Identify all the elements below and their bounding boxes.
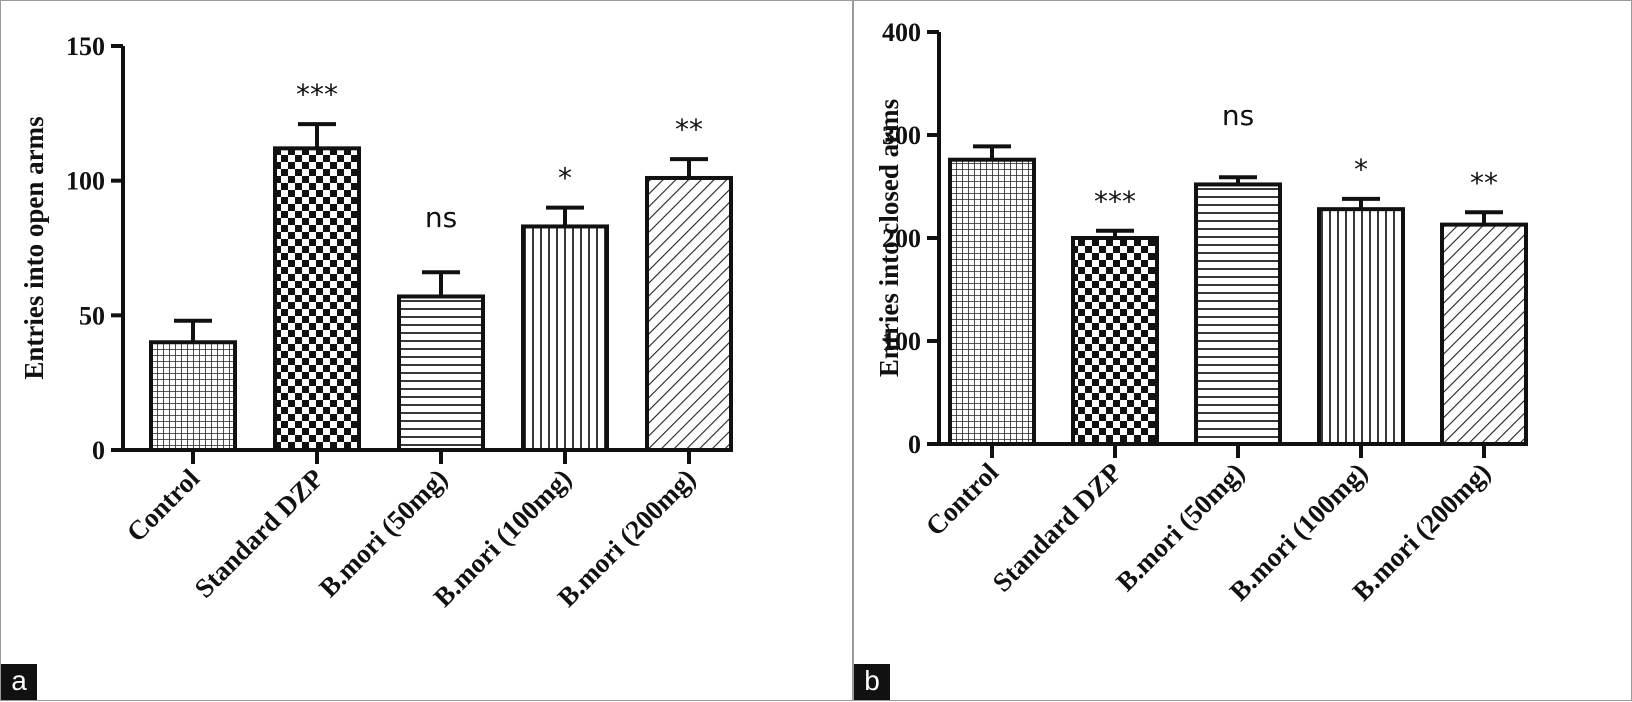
bar <box>1194 182 1282 446</box>
bar <box>521 224 609 452</box>
x-tick-label: Standard DZP <box>987 457 1128 598</box>
chart-panel-b: Entries into closed arms 0 100 200 300 400 Con… <box>853 0 1632 701</box>
x-tick-label: Control <box>920 457 1005 542</box>
y-tick-label: 100 <box>882 327 921 356</box>
significance-label: ** <box>1470 166 1498 199</box>
bar <box>948 157 1036 446</box>
bar <box>397 294 485 453</box>
y-tick-label: 100 <box>66 167 105 196</box>
significance-label: *** <box>1094 185 1136 218</box>
significance-label: ns <box>425 201 457 234</box>
bar-chart-b: Entries into closed arms 0 100 200 300 400 Con… <box>874 18 1528 607</box>
x-tick-label: Standard DZP <box>189 463 330 604</box>
bar <box>273 146 361 452</box>
bar-chart-a: Entries into open arms050100150Control**… <box>19 32 733 613</box>
bar <box>645 175 733 452</box>
bar <box>1071 236 1159 446</box>
significance-label: *** <box>296 78 338 111</box>
y-tick-label: 50 <box>79 301 105 330</box>
y-axis-label: Entries into closed arms <box>874 99 904 377</box>
bar <box>149 340 237 452</box>
panel-label-a: a <box>1 664 37 700</box>
significance-label: * <box>1354 153 1368 186</box>
y-tick-label: 200 <box>882 224 921 253</box>
y-tick-label: 0 <box>908 430 921 459</box>
x-tick-label: B.mori (50mg) <box>1110 457 1250 597</box>
chart-panel-a: Entries into open arms 0 50 100 150 Control **… <box>0 0 853 701</box>
significance-label: * <box>558 162 572 195</box>
y-tick-label: 0 <box>92 436 105 465</box>
y-tick-label: 300 <box>882 121 921 150</box>
significance-label: ** <box>675 113 703 146</box>
x-tick-label: B.mori (50mg) <box>313 463 453 603</box>
significance-label: ns <box>1222 99 1254 132</box>
bar <box>1317 207 1405 446</box>
x-tick-label: Control <box>121 463 206 548</box>
bar <box>1440 222 1528 446</box>
panel-label-b: b <box>854 664 890 700</box>
y-tick-label: 150 <box>66 32 105 61</box>
y-tick-label: 400 <box>882 18 921 47</box>
y-axis-label: Entries into open arms <box>19 116 49 379</box>
